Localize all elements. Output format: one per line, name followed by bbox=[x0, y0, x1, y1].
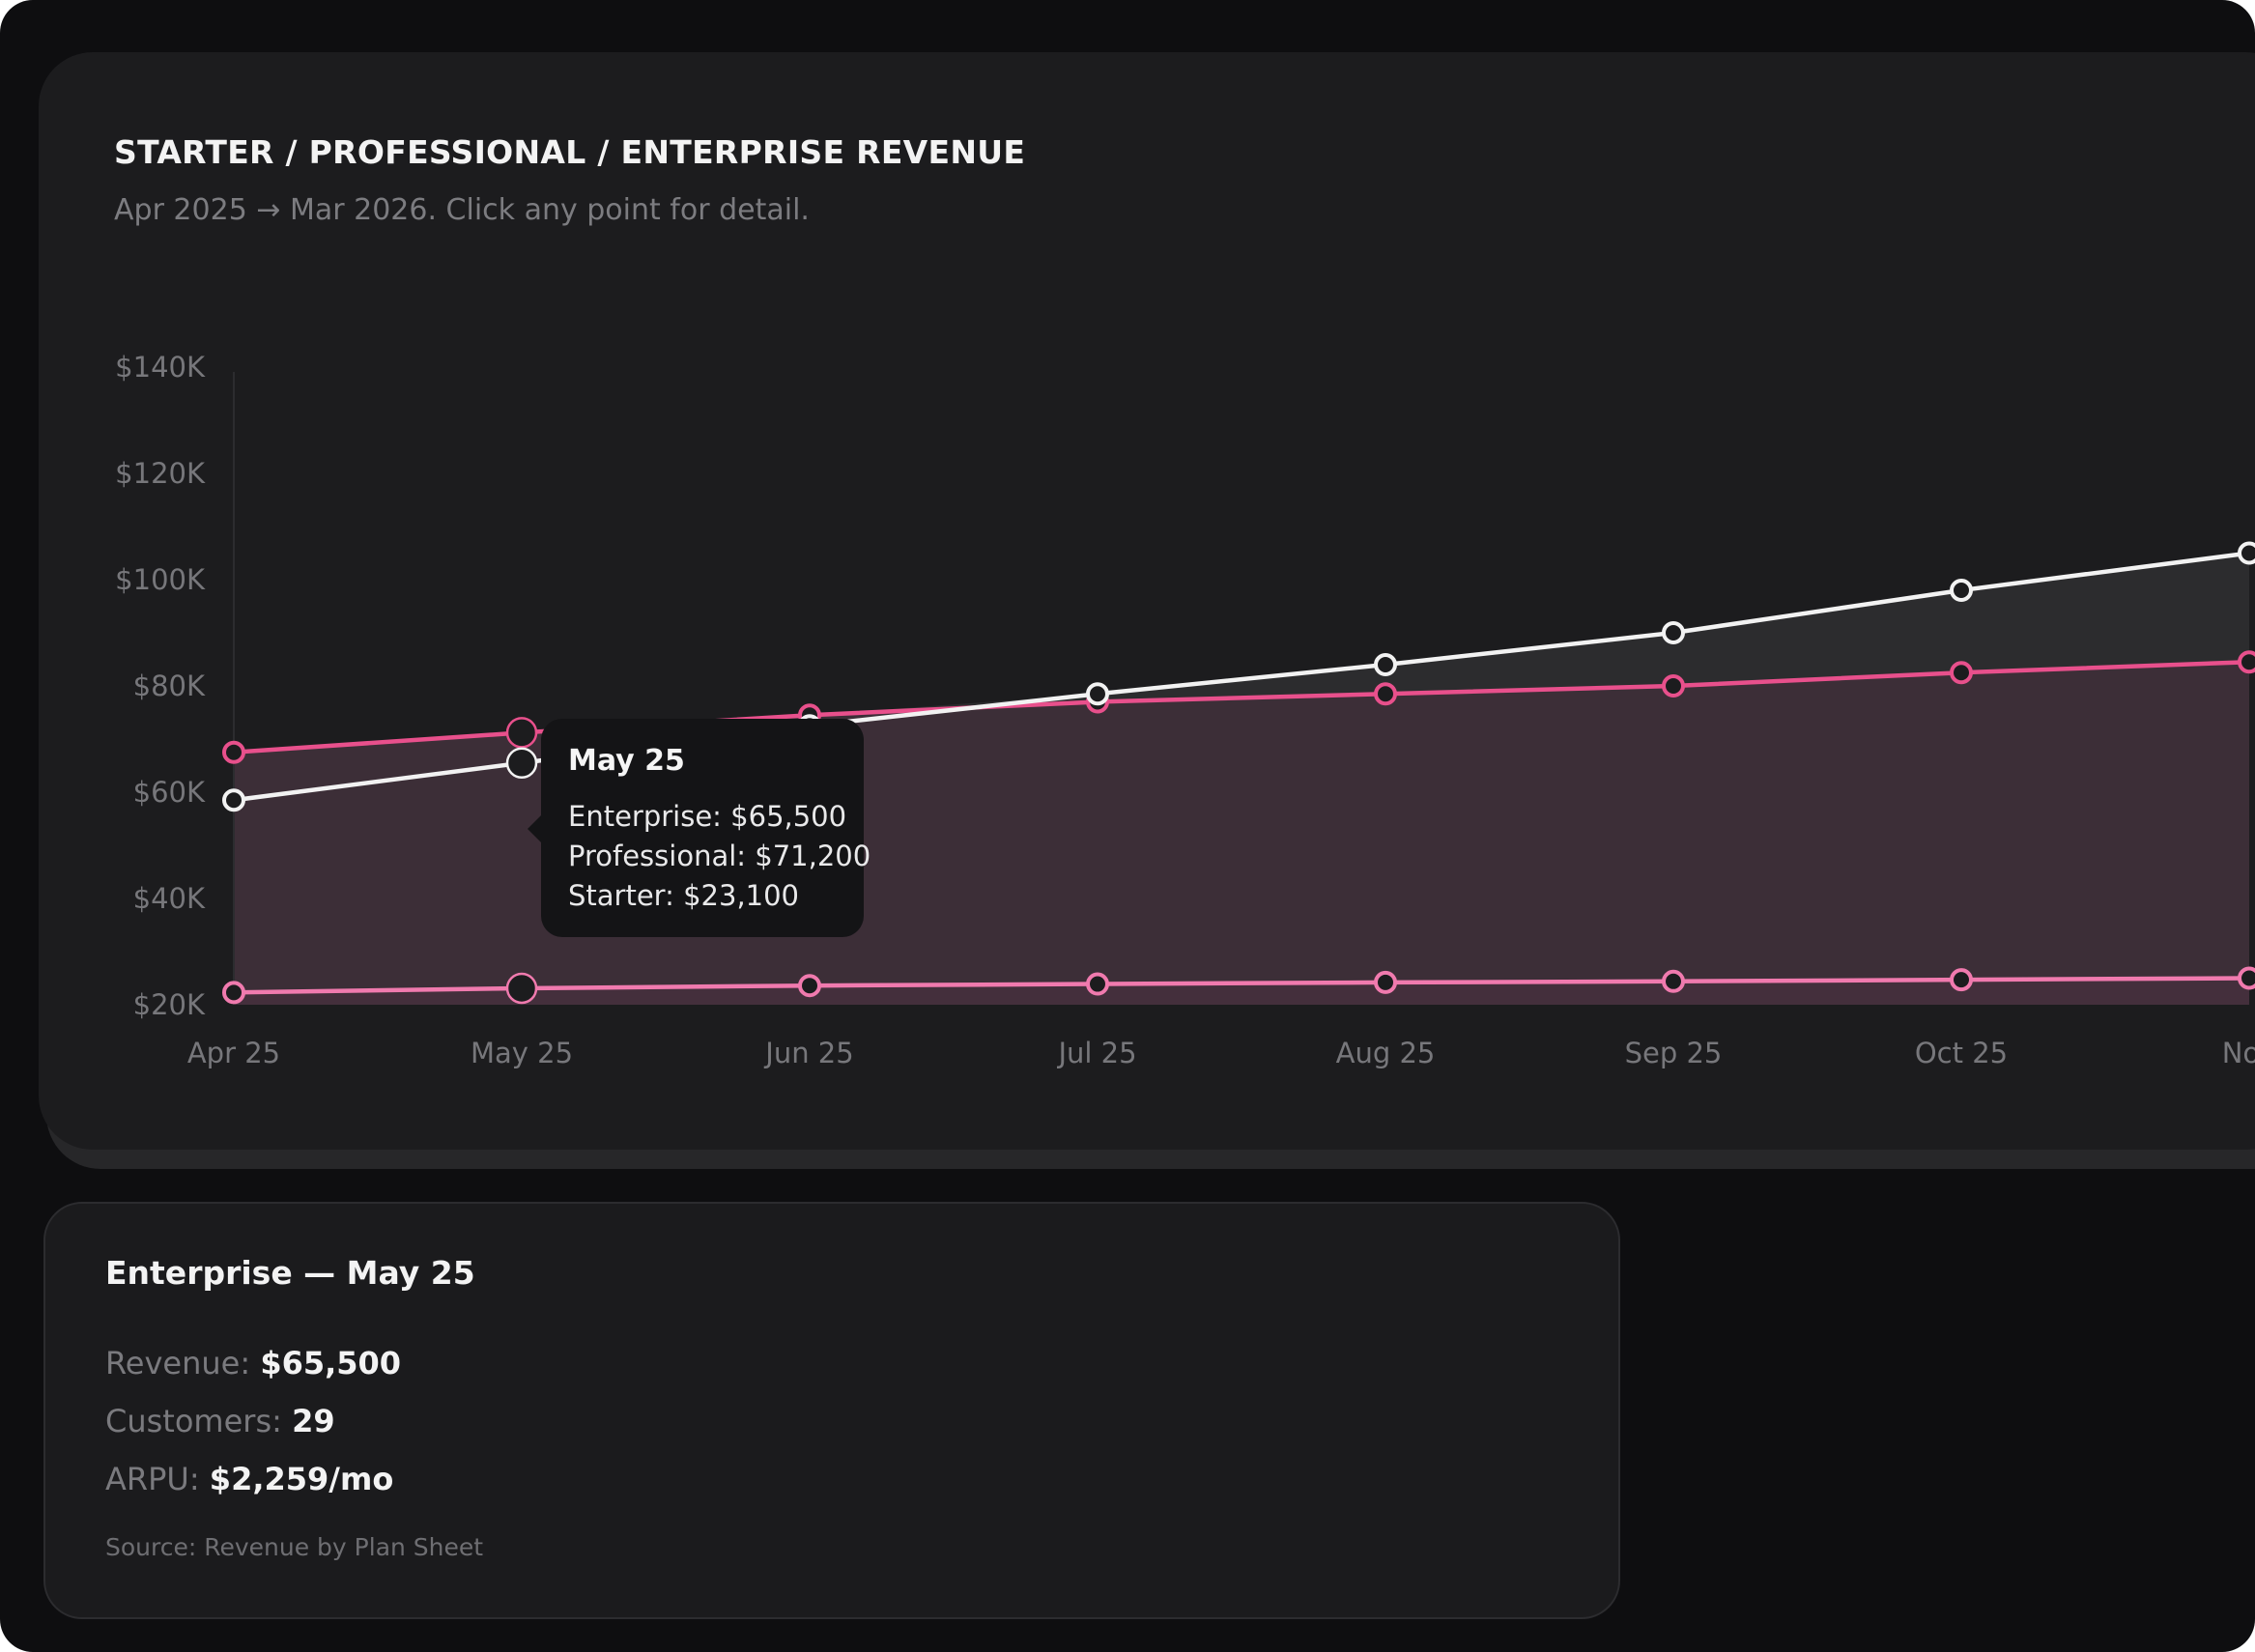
y-tick-label: $60K bbox=[133, 776, 206, 809]
point-tooltip: May 25 Enterprise: $65,500 Professional:… bbox=[528, 719, 871, 937]
stat-revenue-value: $65,500 bbox=[260, 1345, 402, 1381]
detail-panel: Enterprise — May 25 Revenue: $65,500 Cus… bbox=[43, 1202, 1620, 1619]
revenue-line-chart: $20K $40K $60K $80K $100K $120K $140K Apr 25 May… bbox=[115, 351, 2255, 1069]
starter-data-point bbox=[1950, 968, 1973, 992]
detail-title: Enterprise — May 25 bbox=[105, 1254, 475, 1292]
stat-arpu-label: ARPU: bbox=[105, 1461, 200, 1497]
y-tick-label: $120K bbox=[115, 457, 206, 490]
stat-arpu: ARPU: $2,259/mo bbox=[105, 1450, 1558, 1508]
y-tick-label: $80K bbox=[133, 669, 206, 702]
professional-data-point bbox=[1374, 682, 1397, 706]
stat-customers: Customers: 29 bbox=[105, 1392, 1558, 1450]
stat-customers-label: Customers: bbox=[105, 1403, 282, 1439]
y-tick-label: $100K bbox=[115, 563, 206, 596]
tooltip-row-professional: Professional: $71,200 bbox=[568, 840, 871, 872]
stat-revenue-label: Revenue: bbox=[105, 1345, 251, 1381]
x-tick-label: Nov bbox=[2222, 1037, 2255, 1069]
x-tick-label: Apr 25 bbox=[187, 1037, 280, 1069]
enterprise-data-point bbox=[1086, 682, 1109, 706]
y-tick-label: $140K bbox=[115, 351, 206, 384]
x-tick-label: May 25 bbox=[471, 1037, 573, 1069]
x-tick-label: Oct 25 bbox=[1915, 1037, 2008, 1069]
starter-data-point bbox=[505, 972, 538, 1005]
y-tick-label: $40K bbox=[133, 882, 206, 915]
professional-data-point bbox=[222, 740, 245, 764]
chart-subtitle: Apr 2025 → Mar 2026. Click any point for… bbox=[114, 193, 810, 227]
professional-data-point bbox=[2238, 650, 2255, 674]
tooltip-row-enterprise: Enterprise: $65,500 bbox=[568, 800, 847, 833]
source-note: Source: Revenue by Plan Sheet bbox=[105, 1533, 484, 1561]
stat-revenue: Revenue: $65,500 bbox=[105, 1334, 1558, 1392]
professional-data-point bbox=[1950, 661, 1973, 685]
tooltip-title: May 25 bbox=[568, 744, 685, 778]
enterprise-data-point bbox=[1374, 653, 1397, 676]
enterprise-data-point bbox=[505, 747, 538, 779]
stat-customers-value: 29 bbox=[292, 1403, 335, 1439]
stat-arpu-value: $2,259/mo bbox=[209, 1461, 394, 1497]
x-tick-label: Sep 25 bbox=[1625, 1037, 1723, 1069]
starter-data-point bbox=[2238, 966, 2255, 990]
starter-series-line bbox=[233, 976, 2250, 995]
professional-data-point bbox=[1662, 674, 1685, 698]
starter-data-point bbox=[1374, 970, 1397, 994]
enterprise-data-point bbox=[1950, 579, 1973, 602]
starter-data-point bbox=[1086, 972, 1109, 996]
tooltip-row-starter: Starter: $23,100 bbox=[568, 879, 800, 912]
x-tick-label: Jul 25 bbox=[1056, 1037, 1136, 1069]
starter-data-point bbox=[222, 981, 245, 1005]
y-tick-label: $20K bbox=[133, 988, 206, 1021]
enterprise-data-point bbox=[222, 788, 245, 812]
chart-title: STARTER / PROFESSIONAL / ENTERPRISE REVE… bbox=[114, 133, 1026, 171]
starter-data-point bbox=[798, 974, 821, 998]
enterprise-data-point bbox=[1662, 621, 1685, 644]
starter-data-point bbox=[1662, 969, 1685, 993]
starter-area bbox=[234, 978, 2249, 1005]
enterprise-data-point bbox=[2238, 541, 2255, 565]
professional-data-point bbox=[505, 717, 538, 749]
x-tick-label: Jun 25 bbox=[763, 1037, 853, 1069]
x-tick-label: Aug 25 bbox=[1336, 1037, 1436, 1069]
